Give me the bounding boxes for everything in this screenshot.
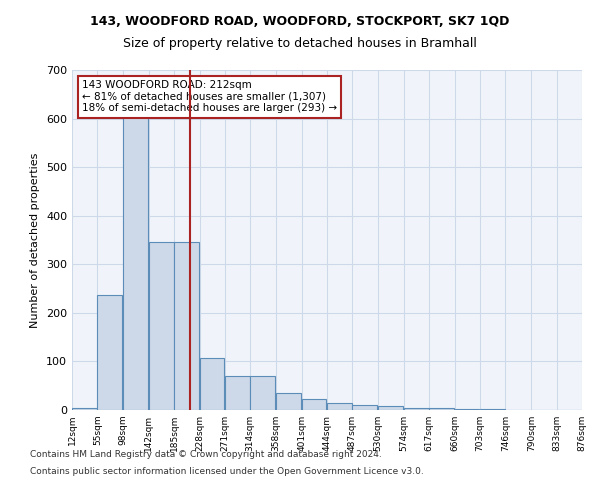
- Bar: [276, 393, 301, 410]
- Text: Contains public sector information licensed under the Open Government Licence v3: Contains public sector information licen…: [30, 468, 424, 476]
- Bar: [199, 358, 224, 410]
- Bar: [302, 400, 326, 410]
- Text: Size of property relative to detached houses in Bramhall: Size of property relative to detached ho…: [123, 38, 477, 51]
- Bar: [250, 376, 275, 410]
- Bar: [149, 242, 173, 410]
- Bar: [455, 408, 479, 410]
- Bar: [352, 405, 377, 410]
- Bar: [327, 402, 352, 410]
- Bar: [97, 295, 122, 410]
- Bar: [480, 409, 505, 410]
- Bar: [123, 106, 148, 410]
- Text: 143 WOODFORD ROAD: 212sqm
← 81% of detached houses are smaller (1,307)
18% of se: 143 WOODFORD ROAD: 212sqm ← 81% of detac…: [82, 80, 337, 114]
- Bar: [72, 408, 97, 410]
- Y-axis label: Number of detached properties: Number of detached properties: [31, 152, 40, 328]
- Bar: [174, 242, 199, 410]
- Bar: [225, 376, 250, 410]
- Bar: [378, 406, 403, 410]
- Text: 143, WOODFORD ROAD, WOODFORD, STOCKPORT, SK7 1QD: 143, WOODFORD ROAD, WOODFORD, STOCKPORT,…: [91, 15, 509, 28]
- Bar: [404, 408, 428, 410]
- Bar: [429, 408, 454, 410]
- Text: Contains HM Land Registry data © Crown copyright and database right 2024.: Contains HM Land Registry data © Crown c…: [30, 450, 382, 459]
